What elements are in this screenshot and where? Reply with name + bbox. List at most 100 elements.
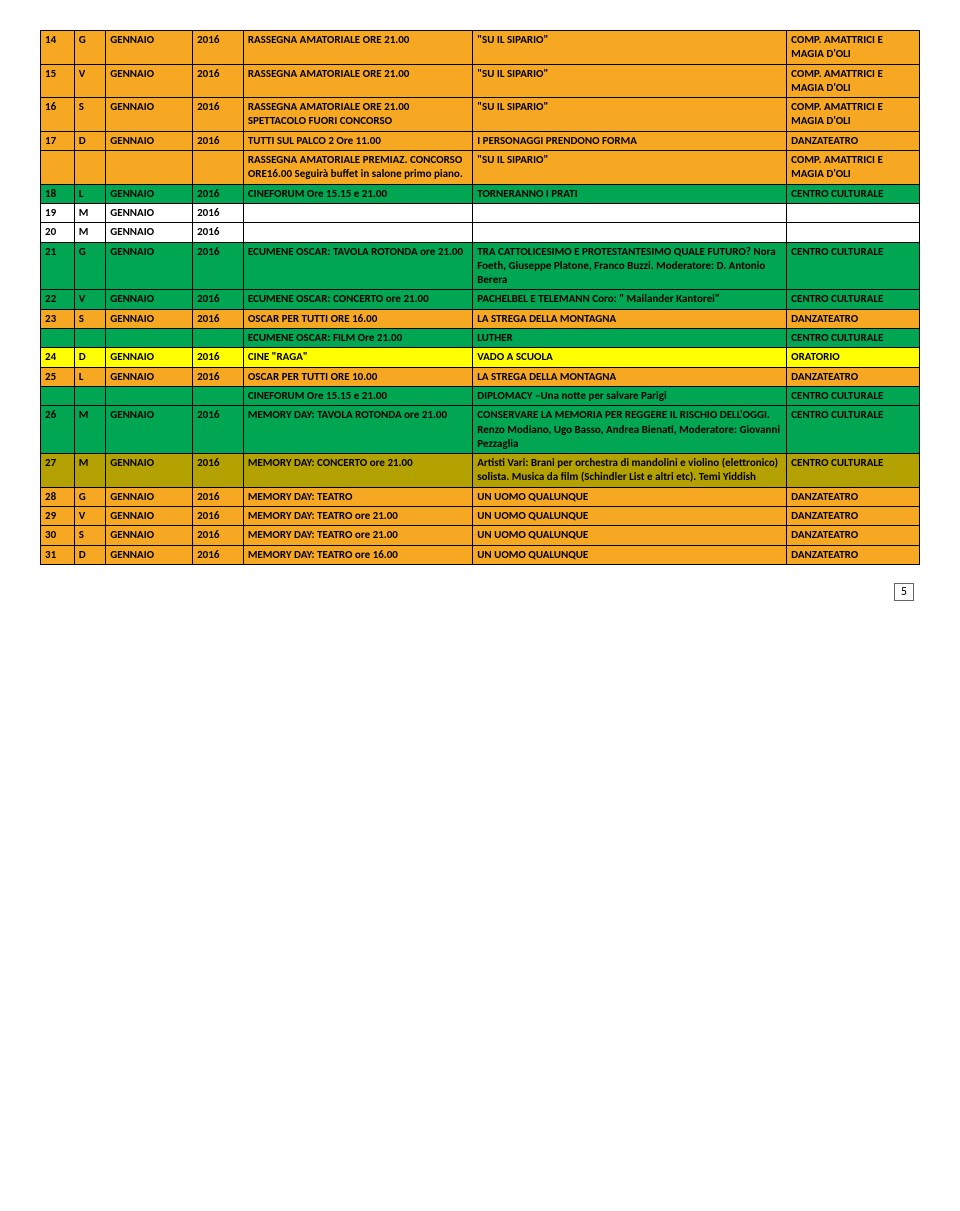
title-cell: VADO A SCUOLA bbox=[473, 348, 787, 367]
location-cell: DANZATEATRO bbox=[787, 131, 920, 150]
location-cell: DANZATEATRO bbox=[787, 309, 920, 328]
year-cell: 2016 bbox=[193, 454, 244, 488]
weekday-cell bbox=[74, 329, 105, 348]
table-row: 25LGENNAIO2016OSCAR PER TUTTI ORE 10.00L… bbox=[41, 367, 920, 386]
table-row: 16SGENNAIO2016RASSEGNA AMATORIALE ORE 21… bbox=[41, 98, 920, 132]
month-cell: GENNAIO bbox=[106, 367, 193, 386]
location-cell: CENTRO CULTURALE bbox=[787, 242, 920, 290]
table-row: 27MGENNAIO2016MEMORY DAY: CONCERTO ore 2… bbox=[41, 454, 920, 488]
year-cell: 2016 bbox=[193, 526, 244, 545]
location-cell: ORATORIO bbox=[787, 348, 920, 367]
location-cell: COMP. AMATTRICI E MAGIA D'OLI bbox=[787, 151, 920, 185]
event-cell: RASSEGNA AMATORIALE PREMIAZ. CONCORSO OR… bbox=[243, 151, 472, 185]
year-cell: 2016 bbox=[193, 223, 244, 242]
weekday-cell bbox=[74, 386, 105, 405]
month-cell: GENNAIO bbox=[106, 507, 193, 526]
location-cell: CENTRO CULTURALE bbox=[787, 406, 920, 454]
month-cell bbox=[106, 151, 193, 185]
location-cell: CENTRO CULTURALE bbox=[787, 184, 920, 203]
weekday-cell: L bbox=[74, 184, 105, 203]
event-cell: CINE "RAGA" bbox=[243, 348, 472, 367]
month-cell: GENNAIO bbox=[106, 406, 193, 454]
title-cell: DIPLOMACY –Una notte per salvare Parigi bbox=[473, 386, 787, 405]
year-cell: 2016 bbox=[193, 184, 244, 203]
title-cell: "SU IL SIPARIO" bbox=[473, 98, 787, 132]
day-number-cell: 29 bbox=[41, 507, 75, 526]
year-cell: 2016 bbox=[193, 64, 244, 98]
weekday-cell: S bbox=[74, 526, 105, 545]
title-cell: "SU IL SIPARIO" bbox=[473, 31, 787, 65]
day-number-cell bbox=[41, 151, 75, 185]
table-row: 30SGENNAIO2016MEMORY DAY: TEATRO ore 21.… bbox=[41, 526, 920, 545]
table-row: 24DGENNAIO2016CINE "RAGA"VADO A SCUOLAOR… bbox=[41, 348, 920, 367]
location-cell: CENTRO CULTURALE bbox=[787, 290, 920, 309]
year-cell: 2016 bbox=[193, 545, 244, 564]
event-cell: MEMORY DAY: CONCERTO ore 21.00 bbox=[243, 454, 472, 488]
location-cell: COMP. AMATTRICI E MAGIA D'OLI bbox=[787, 64, 920, 98]
table-row: CINEFORUM Ore 15.15 e 21.00DIPLOMACY –Un… bbox=[41, 386, 920, 405]
page-number: 5 bbox=[40, 585, 920, 599]
year-cell: 2016 bbox=[193, 131, 244, 150]
weekday-cell: S bbox=[74, 309, 105, 328]
event-cell: ECUMENE OSCAR: FILM Ore 21.00 bbox=[243, 329, 472, 348]
day-number-cell: 25 bbox=[41, 367, 75, 386]
event-cell: CINEFORUM Ore 15.15 e 21.00 bbox=[243, 184, 472, 203]
year-cell bbox=[193, 151, 244, 185]
table-row: 31DGENNAIO2016MEMORY DAY: TEATRO ore 16.… bbox=[41, 545, 920, 564]
title-cell: I PERSONAGGI PRENDONO FORMA bbox=[473, 131, 787, 150]
table-row: 26MGENNAIO2016MEMORY DAY: TAVOLA ROTONDA… bbox=[41, 406, 920, 454]
year-cell: 2016 bbox=[193, 31, 244, 65]
table-row: 15VGENNAIO2016RASSEGNA AMATORIALE ORE 21… bbox=[41, 64, 920, 98]
events-table: 14GGENNAIO2016RASSEGNA AMATORIALE ORE 21… bbox=[40, 30, 920, 565]
title-cell: TORNERANNO I PRATI bbox=[473, 184, 787, 203]
weekday-cell: V bbox=[74, 290, 105, 309]
day-number-cell: 28 bbox=[41, 487, 75, 506]
title-cell: TRA CATTOLICESIMO E PROTESTANTESIMO QUAL… bbox=[473, 242, 787, 290]
title-cell: UN UOMO QUALUNQUE bbox=[473, 545, 787, 564]
day-number-cell: 22 bbox=[41, 290, 75, 309]
day-number-cell bbox=[41, 386, 75, 405]
location-cell: CENTRO CULTURALE bbox=[787, 454, 920, 488]
month-cell: GENNAIO bbox=[106, 64, 193, 98]
table-row: ECUMENE OSCAR: FILM Ore 21.00LUTHERCENTR… bbox=[41, 329, 920, 348]
year-cell: 2016 bbox=[193, 367, 244, 386]
title-cell: UN UOMO QUALUNQUE bbox=[473, 507, 787, 526]
location-cell bbox=[787, 203, 920, 222]
year-cell: 2016 bbox=[193, 487, 244, 506]
location-cell: DANZATEATRO bbox=[787, 507, 920, 526]
title-cell: PACHELBEL E TELEMANN Coro: " Mailander K… bbox=[473, 290, 787, 309]
table-row: 14GGENNAIO2016RASSEGNA AMATORIALE ORE 21… bbox=[41, 31, 920, 65]
event-cell: MEMORY DAY: TEATRO ore 21.00 bbox=[243, 526, 472, 545]
table-row: 18LGENNAIO2016CINEFORUM Ore 15.15 e 21.0… bbox=[41, 184, 920, 203]
weekday-cell bbox=[74, 151, 105, 185]
event-cell bbox=[243, 203, 472, 222]
event-cell: MEMORY DAY: TEATRO ore 21.00 bbox=[243, 507, 472, 526]
table-row: 17DGENNAIO2016TUTTI SUL PALCO 2 Ore 11.0… bbox=[41, 131, 920, 150]
location-cell: COMP. AMATTRICI E MAGIA D'OLI bbox=[787, 31, 920, 65]
year-cell: 2016 bbox=[193, 98, 244, 132]
weekday-cell: M bbox=[74, 454, 105, 488]
table-row: 28GGENNAIO2016MEMORY DAY: TEATROUN UOMO … bbox=[41, 487, 920, 506]
title-cell: Artisti Vari: Brani per orchestra di man… bbox=[473, 454, 787, 488]
event-cell: ECUMENE OSCAR: CONCERTO ore 21.00 bbox=[243, 290, 472, 309]
table-row: 22VGENNAIO2016ECUMENE OSCAR: CONCERTO or… bbox=[41, 290, 920, 309]
title-cell: LA STREGA DELLA MONTAGNA bbox=[473, 309, 787, 328]
table-row: 21GGENNAIO2016ECUMENE OSCAR: TAVOLA ROTO… bbox=[41, 242, 920, 290]
month-cell bbox=[106, 329, 193, 348]
weekday-cell: D bbox=[74, 348, 105, 367]
page-number-value: 5 bbox=[894, 583, 914, 601]
event-cell: MEMORY DAY: TEATRO bbox=[243, 487, 472, 506]
weekday-cell: M bbox=[74, 203, 105, 222]
title-cell: "SU IL SIPARIO" bbox=[473, 151, 787, 185]
year-cell bbox=[193, 386, 244, 405]
event-cell: ECUMENE OSCAR: TAVOLA ROTONDA ore 21.00 bbox=[243, 242, 472, 290]
year-cell: 2016 bbox=[193, 203, 244, 222]
month-cell: GENNAIO bbox=[106, 454, 193, 488]
month-cell: GENNAIO bbox=[106, 526, 193, 545]
year-cell bbox=[193, 329, 244, 348]
weekday-cell: G bbox=[74, 487, 105, 506]
table-row: RASSEGNA AMATORIALE PREMIAZ. CONCORSO OR… bbox=[41, 151, 920, 185]
event-cell: RASSEGNA AMATORIALE ORE 21.00 bbox=[243, 31, 472, 65]
day-number-cell bbox=[41, 329, 75, 348]
event-cell: CINEFORUM Ore 15.15 e 21.00 bbox=[243, 386, 472, 405]
